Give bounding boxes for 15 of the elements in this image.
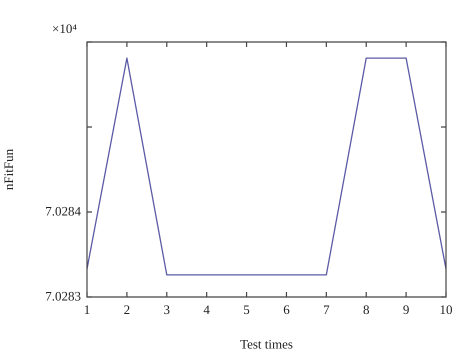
x-tick-label: 3 xyxy=(164,302,170,318)
x-tick-label: 9 xyxy=(402,302,410,318)
x-tick-label: 5 xyxy=(243,302,250,318)
x-tick-label: 4 xyxy=(203,302,210,318)
y-tick-label: 7.0284 xyxy=(45,203,82,218)
x-tick-label: 2 xyxy=(124,302,130,318)
x-tick-label: 6 xyxy=(283,302,290,318)
y-tick-label: 7.0283 xyxy=(45,288,81,304)
x-tick-label: 1 xyxy=(84,302,90,318)
x-tick-label: 8 xyxy=(362,302,370,318)
x-tick-label: 7 xyxy=(323,302,330,318)
text: ×10⁴ xyxy=(52,20,78,36)
x-tick-label: 10 xyxy=(440,302,452,318)
y-axis-title: nFitFun xyxy=(1,148,16,190)
x-axis-title: Test times xyxy=(240,336,293,352)
